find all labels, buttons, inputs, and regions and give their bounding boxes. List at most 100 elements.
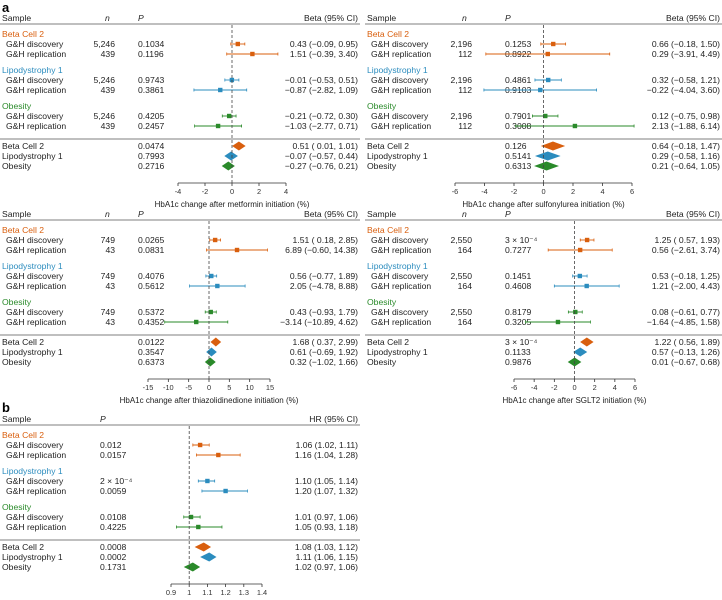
row-n: 2,196 bbox=[450, 75, 472, 85]
x-tick-label: -6 bbox=[452, 187, 459, 196]
row-label: G&H discovery bbox=[6, 307, 64, 317]
group-label-obesity: Obesity bbox=[2, 101, 32, 111]
row-p: 0.0265 bbox=[138, 235, 165, 245]
row-label: G&H replication bbox=[6, 85, 66, 95]
row-n: 43 bbox=[105, 317, 115, 327]
header-ci: HR (95% CI) bbox=[309, 414, 358, 424]
x-tick-label: 15 bbox=[266, 383, 274, 392]
x-axis-title: HbA1c change after metformin initiation … bbox=[155, 200, 310, 209]
row-n: 5,246 bbox=[93, 75, 115, 85]
row-ci: 1.51 (−0.39, 3.40) bbox=[290, 49, 358, 59]
row-ci: −1.64 (−4.85, 1.58) bbox=[647, 317, 720, 327]
row-n: 43 bbox=[105, 245, 115, 255]
row-label: G&H discovery bbox=[371, 111, 429, 121]
row-n: 164 bbox=[458, 245, 473, 255]
group-label-beta_cell_2: Beta Cell 2 bbox=[2, 225, 44, 235]
header-p: P bbox=[100, 414, 106, 424]
point-estimate bbox=[215, 123, 221, 129]
pooled-diamond bbox=[200, 552, 217, 562]
header-sample: Sample bbox=[2, 414, 31, 424]
x-tick-label: -2 bbox=[551, 383, 558, 392]
pooled-ci: 0.64 (−0.18, 1.47) bbox=[652, 141, 720, 151]
x-tick-label: -4 bbox=[481, 187, 488, 196]
x-tick-label: 0 bbox=[541, 187, 545, 196]
pooled-p: 0.1731 bbox=[100, 562, 127, 572]
point-estimate bbox=[218, 87, 223, 93]
row-ci: 0.56 (−2.61, 3.74) bbox=[652, 245, 720, 255]
pooled-diamond bbox=[573, 347, 588, 357]
row-n: 164 bbox=[458, 281, 473, 291]
point-estimate bbox=[235, 41, 241, 47]
row-p: 0.3861 bbox=[138, 85, 165, 95]
pooled-p: 0.126 bbox=[505, 141, 527, 151]
group-label-beta_cell_2: Beta Cell 2 bbox=[367, 225, 409, 235]
row-label: G&H replication bbox=[6, 486, 66, 496]
row-ci: −1.03 (−2.77, 0.71) bbox=[285, 121, 358, 131]
row-p: 0.0059 bbox=[100, 486, 127, 496]
row-n: 439 bbox=[101, 85, 116, 95]
pooled-ci: −0.27 (−0.76, 0.21) bbox=[285, 161, 358, 171]
row-ci: 0.12 (−0.75, 0.98) bbox=[652, 111, 720, 121]
pooled-ci: 1.22 ( 0.56, 1.89) bbox=[655, 337, 721, 347]
row-p: 0.4861 bbox=[505, 75, 532, 85]
pooled-p: 0.5141 bbox=[505, 151, 532, 161]
point-estimate bbox=[197, 442, 203, 448]
point-estimate bbox=[543, 113, 548, 119]
row-p: 0.0108 bbox=[100, 512, 127, 522]
pooled-ci: 0.57 (−0.13, 1.26) bbox=[652, 347, 720, 357]
row-label: G&H discovery bbox=[371, 235, 429, 245]
pooled-diamond bbox=[534, 161, 559, 171]
header-p: P bbox=[138, 13, 144, 23]
row-ci: 6.89 (−0.60, 14.38) bbox=[285, 245, 358, 255]
pooled-diamond bbox=[204, 357, 216, 367]
point-estimate bbox=[538, 87, 543, 93]
pooled-diamond bbox=[224, 151, 238, 161]
header-ci: Beta (95% CI) bbox=[666, 209, 720, 219]
row-n: 2,550 bbox=[450, 271, 472, 281]
pooled-ci: 0.51 ( 0.01, 1.01) bbox=[293, 141, 359, 151]
row-ci: 0.53 (−0.18, 1.25) bbox=[652, 271, 720, 281]
x-tick-label: 0 bbox=[207, 383, 211, 392]
row-ci: 1.21 (−2.00, 4.43) bbox=[652, 281, 720, 291]
pooled-label: Beta Cell 2 bbox=[2, 337, 44, 347]
point-estimate bbox=[584, 283, 589, 289]
row-ci: 1.25 ( 0.57, 1.93) bbox=[655, 235, 721, 245]
pooled-label: Beta Cell 2 bbox=[2, 141, 44, 151]
header-ci: Beta (95% CI) bbox=[666, 13, 720, 23]
x-axis-title: HbA1c change after sulfonylurea initiati… bbox=[462, 200, 625, 209]
pooled-diamond bbox=[194, 542, 212, 552]
pooled-p: 0.0122 bbox=[138, 337, 165, 347]
pooled-ci: 1.68 ( 0.37, 2.99) bbox=[293, 337, 359, 347]
point-estimate bbox=[216, 452, 221, 458]
point-estimate bbox=[196, 524, 201, 530]
group-label-beta_cell_2: Beta Cell 2 bbox=[367, 29, 409, 39]
row-ci: −0.01 (−0.53, 0.51) bbox=[285, 75, 358, 85]
row-n: 2,196 bbox=[450, 111, 472, 121]
row-p: 0.7277 bbox=[505, 245, 532, 255]
point-estimate bbox=[215, 283, 220, 289]
row-ci: 2.05 (−4.78, 8.88) bbox=[290, 281, 358, 291]
row-ci: 0.56 (−0.77, 1.89) bbox=[290, 271, 358, 281]
row-n: 112 bbox=[458, 85, 472, 95]
group-label-lipodystrophy_1: Lipodystrophy 1 bbox=[367, 261, 428, 271]
pooled-label: Obesity bbox=[2, 161, 32, 171]
row-label: G&H discovery bbox=[6, 235, 64, 245]
row-ci: 0.32 (−0.58, 1.21) bbox=[652, 75, 720, 85]
pooled-p: 0.9876 bbox=[505, 357, 532, 367]
row-p: 0.4352 bbox=[138, 317, 165, 327]
row-label: G&H discovery bbox=[6, 440, 64, 450]
row-p: 0.012 bbox=[100, 440, 122, 450]
row-n: 439 bbox=[101, 121, 116, 131]
pooled-ci: 0.32 (−1.02, 1.66) bbox=[290, 357, 358, 367]
row-label: G&H discovery bbox=[371, 271, 429, 281]
pooled-diamond bbox=[540, 141, 566, 151]
forest-panels: Sample n P Beta (95% CI)Beta Cell 2G&H disc… bbox=[0, 13, 722, 597]
group-label-lipodystrophy_1: Lipodystrophy 1 bbox=[2, 65, 63, 75]
row-label: G&H replication bbox=[6, 450, 66, 460]
row-ci: 1.10 (1.05, 1.14) bbox=[295, 476, 358, 486]
header-sample: Sample bbox=[367, 13, 396, 23]
pooled-p: 0.2716 bbox=[138, 161, 165, 171]
row-ci: 1.20 (1.07, 1.32) bbox=[295, 486, 358, 496]
header-ci: Beta (95% CI) bbox=[304, 13, 358, 23]
pooled-p: 0.7993 bbox=[138, 151, 165, 161]
